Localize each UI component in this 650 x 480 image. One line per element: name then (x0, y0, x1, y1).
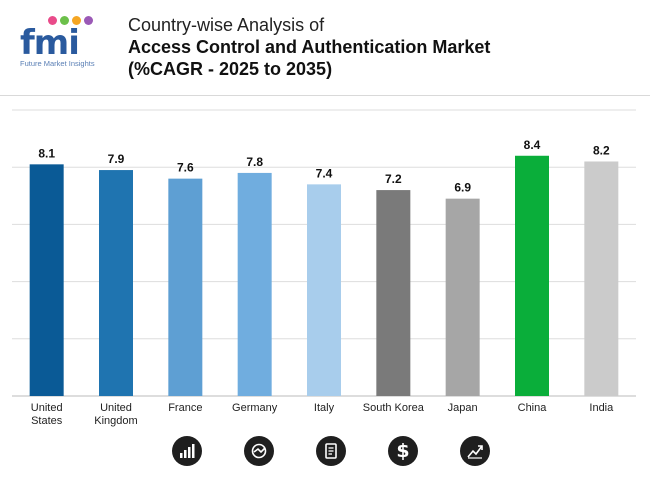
tick-label: France (168, 402, 202, 414)
logo-tagline: Future Market Insights (20, 59, 95, 68)
tick-label: United (100, 402, 132, 414)
bar (29, 164, 64, 396)
logo-dot-icon (48, 16, 57, 25)
fmi-logo: fmi Future Market Insights (20, 12, 120, 72)
logo-dot-icon (60, 16, 69, 25)
bar (99, 170, 133, 396)
tick-label: Italy (314, 402, 335, 414)
gauge-icon (244, 436, 274, 466)
tick-label: China (518, 402, 548, 414)
header-divider (0, 95, 650, 96)
document-icon (316, 436, 346, 466)
tick-label: India (589, 402, 614, 414)
tick-label: United (31, 402, 63, 414)
bar (445, 198, 480, 396)
header: fmi Future Market Insights Country-wise … (0, 0, 650, 96)
tick-label: Japan (448, 402, 478, 414)
data-label: 7.8 (246, 155, 263, 169)
logo-dot-icon (72, 16, 81, 25)
data-label: 7.6 (177, 161, 194, 175)
tick-label: South Korea (363, 402, 425, 414)
data-label: 8.1 (38, 146, 55, 160)
tick-label: Kingdom (94, 415, 137, 427)
data-label: 6.9 (454, 181, 471, 195)
data-label: 7.4 (316, 166, 333, 180)
data-label: 8.4 (524, 138, 541, 152)
trend-icon (460, 436, 490, 466)
title-line-1: Country-wise Analysis of (128, 15, 325, 35)
data-label: 7.2 (385, 172, 402, 186)
page-title: Country-wise Analysis of Access Control … (128, 14, 490, 80)
tick-label: States (31, 415, 63, 427)
bar (237, 172, 272, 396)
data-label: 7.9 (108, 152, 125, 166)
title-line-3: (%CAGR - 2025 to 2035) (128, 59, 333, 79)
dollar-icon: $ (388, 436, 418, 466)
bar (376, 190, 411, 396)
title-line-2: Access Control and Authentication Market (128, 37, 491, 57)
bar (584, 161, 619, 396)
logo-text: fmi (20, 23, 80, 63)
bar (515, 155, 549, 396)
data-label: 8.2 (593, 143, 610, 157)
bar-chart-icon (172, 436, 202, 466)
bar (168, 178, 203, 396)
tick-label: Germany (232, 402, 278, 414)
bar (307, 184, 341, 396)
logo-dot-icon (84, 16, 93, 25)
footer-icons: $ (0, 436, 650, 472)
